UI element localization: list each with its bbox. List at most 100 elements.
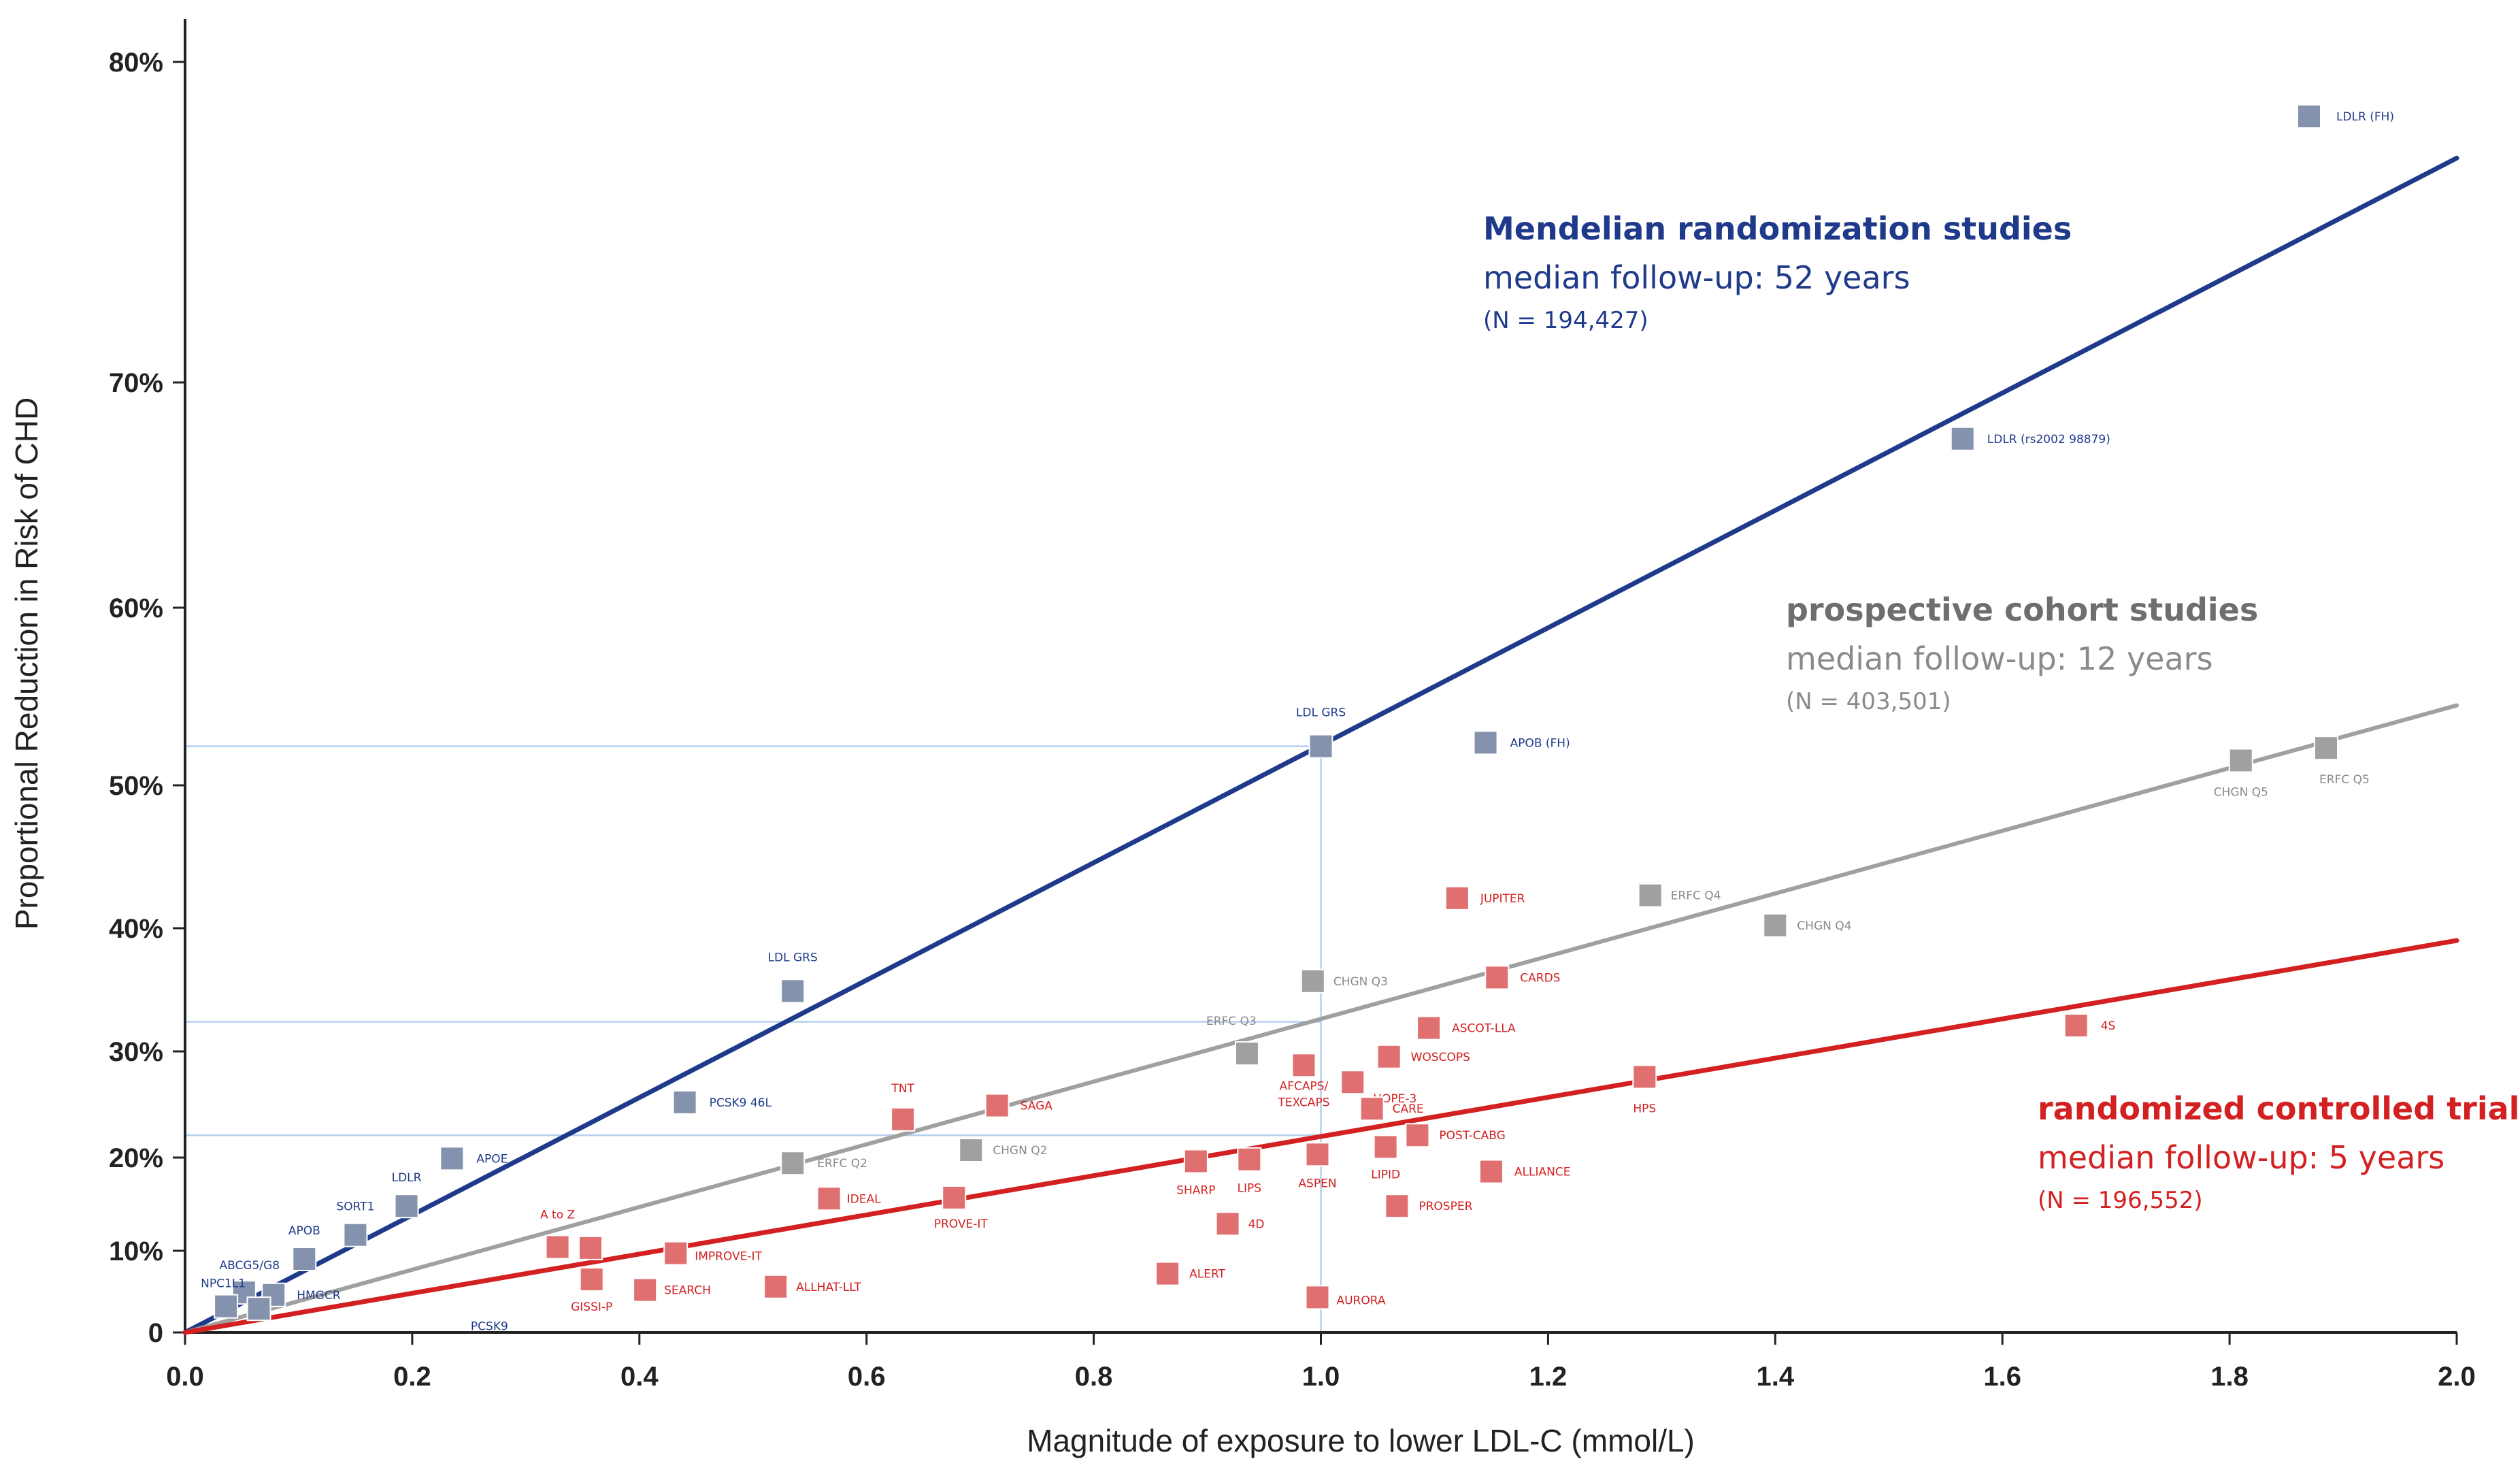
y-tick-label: 0 — [148, 1318, 163, 1348]
rct-point — [578, 1235, 603, 1260]
rct-point-label: POST-CABG — [1439, 1129, 1505, 1143]
cohort-point-label: ERFC Q5 — [2319, 773, 2370, 787]
rct-point — [1373, 1134, 1398, 1160]
rct-point-label: 4S — [2101, 1019, 2116, 1033]
cohort-point — [1638, 883, 1663, 908]
rct-point-label: SEARCH — [664, 1284, 711, 1298]
rct-point — [1215, 1211, 1240, 1236]
mendelian-point — [292, 1247, 317, 1271]
y-tick-label: 10% — [109, 1236, 163, 1266]
annotations: Mendelian randomization studies median fo… — [1483, 210, 2520, 1214]
rct-point-label: ALLIANCE — [1514, 1166, 1571, 1179]
mendelian-point — [1308, 734, 1333, 759]
rct-point — [1416, 1015, 1442, 1041]
rct-point-label: A to Z — [540, 1209, 575, 1222]
rct-point-label: GISSI-P — [571, 1300, 612, 1314]
cohort-point — [2228, 748, 2253, 773]
axes: 0 10% 20% 30% 40% 50% 60% 70% 80% 0.0 0.2 0.4 0.6 0.8… — [109, 19, 2476, 1392]
rct-point — [891, 1107, 916, 1132]
cohort-point-label: CHGN Q3 — [1333, 975, 1388, 989]
x-tick-label: 0.0 — [166, 1362, 204, 1392]
mendelian-point-label: HMGCR — [297, 1289, 340, 1303]
y-tick-label: 40% — [109, 914, 163, 944]
rct-point — [1485, 965, 1510, 990]
cohort-point-label: ERFC Q2 — [817, 1157, 867, 1170]
rct-point-label: HPS — [1633, 1102, 1656, 1115]
data-points: LDLR (FH) LDLR (rs2002 98879) LDL GRS APOB … — [201, 104, 2394, 1333]
rct-annotation-n: (N = 196,552) — [2038, 1187, 2203, 1214]
rct-point-label: PROVE-IT — [934, 1217, 989, 1231]
x-tick-label: 0.4 — [620, 1362, 659, 1392]
mendelian-point — [343, 1222, 368, 1247]
rct-point — [545, 1234, 570, 1260]
mendelian-point-label: LDLR (rs2002 98879) — [1987, 433, 2110, 446]
mendelian-point-label: PCSK9 — [471, 1320, 508, 1333]
rct-point — [1305, 1285, 1330, 1310]
cohort-point-label: ERFC Q3 — [1206, 1015, 1257, 1028]
x-tick-label: 0.6 — [848, 1362, 886, 1392]
mendelian-point-label: PCSK9 46L — [710, 1096, 772, 1110]
cohort-point — [959, 1138, 984, 1163]
y-axis-title: Proportional Reduction in Risk of CHD — [9, 397, 44, 930]
reference-lines — [185, 745, 1322, 1332]
rct-point — [2063, 1013, 2089, 1038]
mendelian-point-label: SORT1 — [336, 1200, 374, 1214]
rct-point — [1444, 885, 1470, 911]
mendelian-point — [2296, 104, 2321, 129]
rct-point-label: PROSPER — [1419, 1200, 1472, 1213]
cohort-point — [1763, 913, 1788, 938]
rct-point-label: CARDS — [1520, 971, 1560, 985]
mendelian-point-label: ABCG5/G8 — [220, 1259, 280, 1273]
rct-point-label: ASCOT-LLA — [1452, 1022, 1516, 1036]
rct-point-label: SHARP — [1176, 1183, 1215, 1197]
rct-point-label: IMPROVE-IT — [695, 1250, 762, 1264]
x-tick-label: 1.2 — [1529, 1362, 1568, 1392]
cohort-point — [1300, 968, 1325, 994]
rct-point — [1305, 1142, 1330, 1167]
mendelian-annotation-n: (N = 194,427) — [1483, 307, 1648, 334]
rct-point — [1183, 1149, 1208, 1174]
rct-point — [816, 1186, 842, 1211]
rct-point — [942, 1185, 967, 1210]
rct-annotation-followup: median follow-up: 5 years — [2038, 1139, 2444, 1176]
rct-point-label: CARE — [1393, 1102, 1424, 1116]
cohort-point — [780, 1151, 806, 1176]
rct-point — [763, 1274, 789, 1299]
mendelian-point-label: APOB — [288, 1224, 320, 1238]
mendelian-point — [672, 1090, 697, 1115]
rct-point-label: 4D — [1248, 1217, 1265, 1231]
rct-point-label: TEXCAPS — [1277, 1096, 1329, 1109]
rct-point-label: AURORA — [1336, 1294, 1385, 1307]
x-tick-label: 2.0 — [2438, 1362, 2476, 1392]
prospective-cohort-studies-trend-line — [183, 703, 2459, 1334]
mendelian-point — [440, 1146, 465, 1171]
rct-point — [1376, 1044, 1402, 1069]
rct-point-label: ASPEN — [1298, 1177, 1336, 1190]
mendelian-point — [394, 1194, 419, 1219]
rct-point-label: IDEAL — [847, 1192, 881, 1206]
rct-point-label: AFCAPS/ — [1280, 1079, 1329, 1093]
rct-point-label: ALLHAT-LLT — [796, 1281, 861, 1294]
x-axis-title: Magnitude of exposure to lower LDL-C (mm… — [1027, 1423, 1695, 1458]
mendelian-point-label: LDLR (FH) — [2336, 110, 2394, 124]
mendelian-point — [1950, 426, 1975, 451]
mendelian-point — [780, 979, 806, 1004]
rct-point-label: LIPS — [1238, 1182, 1262, 1196]
rct-annotation-title: randomized controlled trials — [2038, 1090, 2520, 1127]
y-tick-label: 80% — [109, 48, 163, 78]
rct-point — [1237, 1147, 1262, 1172]
randomized-controlled-trials-trend-line — [182, 938, 2459, 1335]
rct-point — [1385, 1194, 1410, 1219]
y-tick-label: 60% — [109, 593, 163, 623]
x-tick-label: 0.2 — [393, 1362, 431, 1392]
mendelian-point — [246, 1296, 271, 1322]
rct-point — [1340, 1070, 1365, 1095]
mendelian-point — [214, 1294, 239, 1319]
y-tick-label: 50% — [109, 771, 163, 801]
rct-point-label: WOSCOPS — [1411, 1051, 1470, 1064]
mendelian-point-label: APOE — [476, 1152, 508, 1166]
mendelian-annotation-followup: median follow-up: 52 years — [1483, 259, 1910, 296]
rct-point — [1405, 1123, 1430, 1148]
cohort-annotation-followup: median follow-up: 12 years — [1786, 640, 2213, 677]
